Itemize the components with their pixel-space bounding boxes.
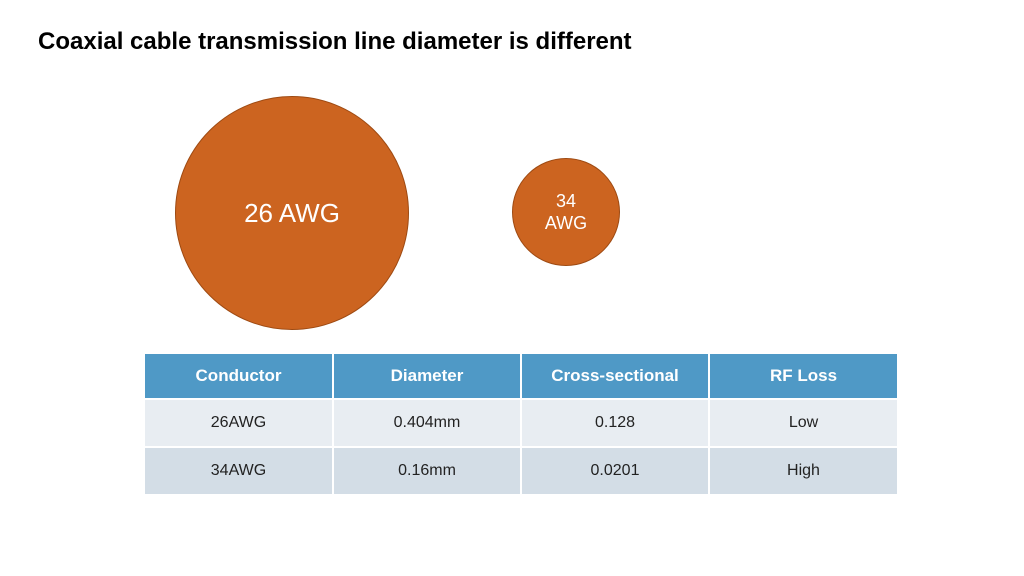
table-row: 34AWG 0.16mm 0.0201 High <box>145 447 897 494</box>
cell-conductor: 26AWG <box>145 399 333 447</box>
cell-conductor: 34AWG <box>145 447 333 494</box>
cell-diameter: 0.16mm <box>333 447 521 494</box>
col-conductor: Conductor <box>145 354 333 399</box>
table-row: 26AWG 0.404mm 0.128 Low <box>145 399 897 447</box>
circle-34awg: 34 AWG <box>512 158 620 266</box>
circles-area: 26 AWG 34 AWG <box>0 80 1024 340</box>
cell-rf-loss: Low <box>709 399 897 447</box>
col-rf-loss: RF Loss <box>709 354 897 399</box>
cell-cross-sectional: 0.128 <box>521 399 709 447</box>
cell-rf-loss: High <box>709 447 897 494</box>
spec-table-container: Conductor Diameter Cross-sectional RF Lo… <box>145 354 897 494</box>
cell-cross-sectional: 0.0201 <box>521 447 709 494</box>
circle-34awg-label: 34 AWG <box>545 190 587 235</box>
col-cross-sectional: Cross-sectional <box>521 354 709 399</box>
spec-table: Conductor Diameter Cross-sectional RF Lo… <box>145 354 897 494</box>
circle-26awg: 26 AWG <box>175 96 409 330</box>
cell-diameter: 0.404mm <box>333 399 521 447</box>
circle-26awg-label: 26 AWG <box>244 197 340 230</box>
table-header-row: Conductor Diameter Cross-sectional RF Lo… <box>145 354 897 399</box>
col-diameter: Diameter <box>333 354 521 399</box>
page-title: Coaxial cable transmission line diameter… <box>38 28 632 56</box>
